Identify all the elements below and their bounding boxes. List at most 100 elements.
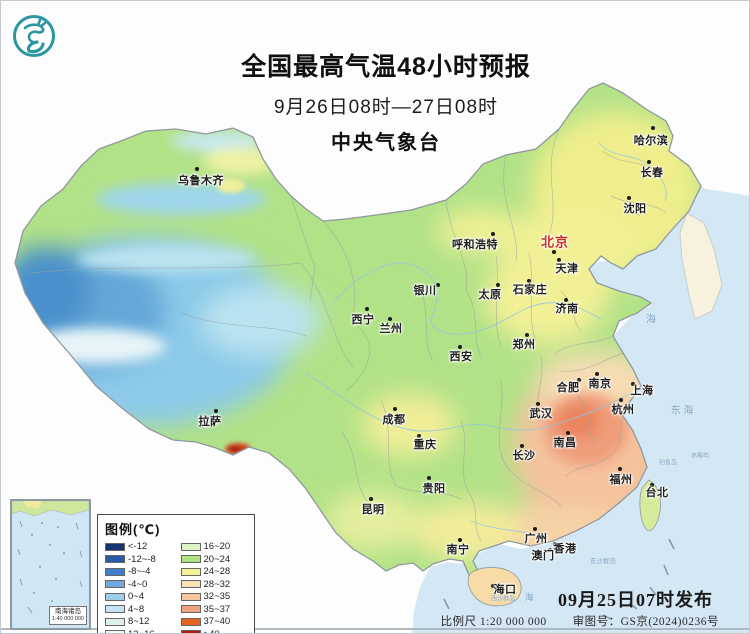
city-dot [564, 298, 568, 302]
city-dot [552, 250, 556, 254]
city-dot [533, 527, 537, 531]
city-label: 武汉 [529, 408, 553, 420]
legend-item: 0~4 [105, 591, 175, 603]
city-dot [458, 538, 462, 542]
inset-label-box: 南海诸岛 1:40 000 000 [48, 606, 87, 625]
rivers [305, 142, 667, 537]
city-dot [369, 497, 373, 501]
city-label: 澳门 [531, 550, 555, 562]
sea-label: 东 海 [670, 405, 694, 417]
legend-label: 20~24 [203, 553, 231, 565]
city-label: 杭州 [611, 404, 635, 416]
legend-swatch [180, 580, 201, 589]
south-china-sea-inset: 南海诸岛 1:40 000 000 [10, 499, 91, 630]
city-dot [527, 279, 531, 283]
city-label: 贵阳 [422, 483, 446, 495]
sea-area [412, 184, 749, 633]
city-dot [525, 333, 529, 337]
legend-item: 32~35 [180, 591, 249, 603]
city-label: 香港 [553, 543, 577, 555]
city-dot [618, 467, 622, 471]
legend-label: 24~28 [203, 566, 231, 578]
legend-item: -12~-8 [105, 554, 175, 566]
sea-label: 东沙群岛 [590, 558, 616, 565]
city-label: 上海 [630, 385, 654, 397]
legend-title: 图例(℃) [105, 522, 161, 537]
legend-swatch [105, 555, 125, 564]
city-label: 合肥 [556, 382, 580, 394]
city-dot [553, 542, 557, 546]
legend-swatch [180, 592, 201, 601]
legend-swatch [180, 542, 201, 551]
city-dot [577, 378, 581, 382]
city-dot [491, 584, 495, 588]
legend-swatch [180, 630, 201, 633]
city-dot [195, 167, 199, 171]
legend-swatch [105, 592, 125, 601]
city-label: 成都 [382, 414, 406, 426]
legend-label: 4~8 [128, 603, 145, 615]
temperature-legend: 图例(℃) <-12-12~-8-8~-4-4~00~44~88~1212~16… [97, 514, 255, 633]
city-label: 乌鲁木齐 [178, 175, 224, 187]
city-dot [458, 345, 462, 349]
city-dot [548, 548, 552, 552]
map-scale-text: 比例尺 1:20 000 000 [440, 616, 547, 628]
city-dot [520, 444, 524, 448]
legend-item: 4~8 [105, 604, 175, 616]
map-title: 全国最高气温48小时预报 [241, 53, 531, 81]
legend-item: 16~20 [180, 541, 249, 553]
city-label: 南宁 [446, 544, 470, 556]
legend-item: 37~40 [180, 616, 249, 628]
legend-swatch [105, 630, 125, 633]
issue-time: 09月25日07时发布 [558, 590, 713, 610]
city-dot [393, 407, 397, 411]
map-period: 9月26日08时—27日08时 [273, 97, 499, 118]
legend-item: 24~28 [180, 566, 249, 578]
city-dot [214, 409, 218, 413]
city-label: 呼和浩特 [452, 239, 498, 251]
city-label: 昆明 [361, 504, 385, 516]
legend-item: 28~32 [180, 579, 249, 591]
legend-items: <-12-12~-8-8~-4-4~00~44~88~1212~1616~202… [105, 541, 249, 633]
city-dot [491, 232, 495, 236]
footer-meta: 比例尺 1:20 000 000 审图号：GS京(2024)0236号 [441, 613, 719, 629]
city-label: 北京 [540, 234, 570, 250]
legend-label: 12~16 [128, 629, 155, 633]
legend-label: 32~35 [203, 591, 231, 603]
legend-item: >40 [180, 629, 249, 633]
legend-swatch [180, 567, 201, 576]
city-dot [650, 483, 654, 487]
inset-title: 南海诸岛 [54, 608, 81, 615]
city-label: 沈阳 [623, 203, 647, 215]
city-dot [388, 317, 392, 321]
legend-swatch [105, 567, 125, 576]
city-label: 银川 [413, 285, 437, 297]
legend-label: 16~20 [203, 541, 231, 553]
city-label: 郑州 [512, 339, 536, 351]
city-label: 西宁 [351, 314, 375, 326]
city-label: 拉萨 [198, 416, 222, 428]
legend-swatch [105, 617, 125, 626]
city-dot [566, 431, 570, 435]
legend-item: 20~24 [180, 553, 249, 566]
legend-label: >40 [204, 629, 220, 633]
city-label: 长春 [640, 167, 664, 179]
city-label: 南昌 [553, 437, 577, 449]
legend-label: 35~37 [203, 603, 231, 615]
legend-swatch [180, 555, 201, 564]
map-agency: 中央气象台 [331, 132, 441, 154]
city-dot [417, 434, 421, 438]
city-dot [631, 382, 635, 386]
city-label: 南京 [588, 378, 612, 390]
legend-swatch [105, 605, 125, 614]
city-dot [436, 283, 440, 287]
city-label: 广州 [524, 533, 548, 545]
city-dot [365, 307, 369, 311]
city-label: 重庆 [413, 439, 437, 451]
legend-swatch [180, 617, 201, 626]
city-dot [496, 283, 500, 287]
legend-swatch [180, 605, 201, 614]
legend-item: 35~37 [180, 603, 249, 616]
city-dot [627, 196, 631, 200]
